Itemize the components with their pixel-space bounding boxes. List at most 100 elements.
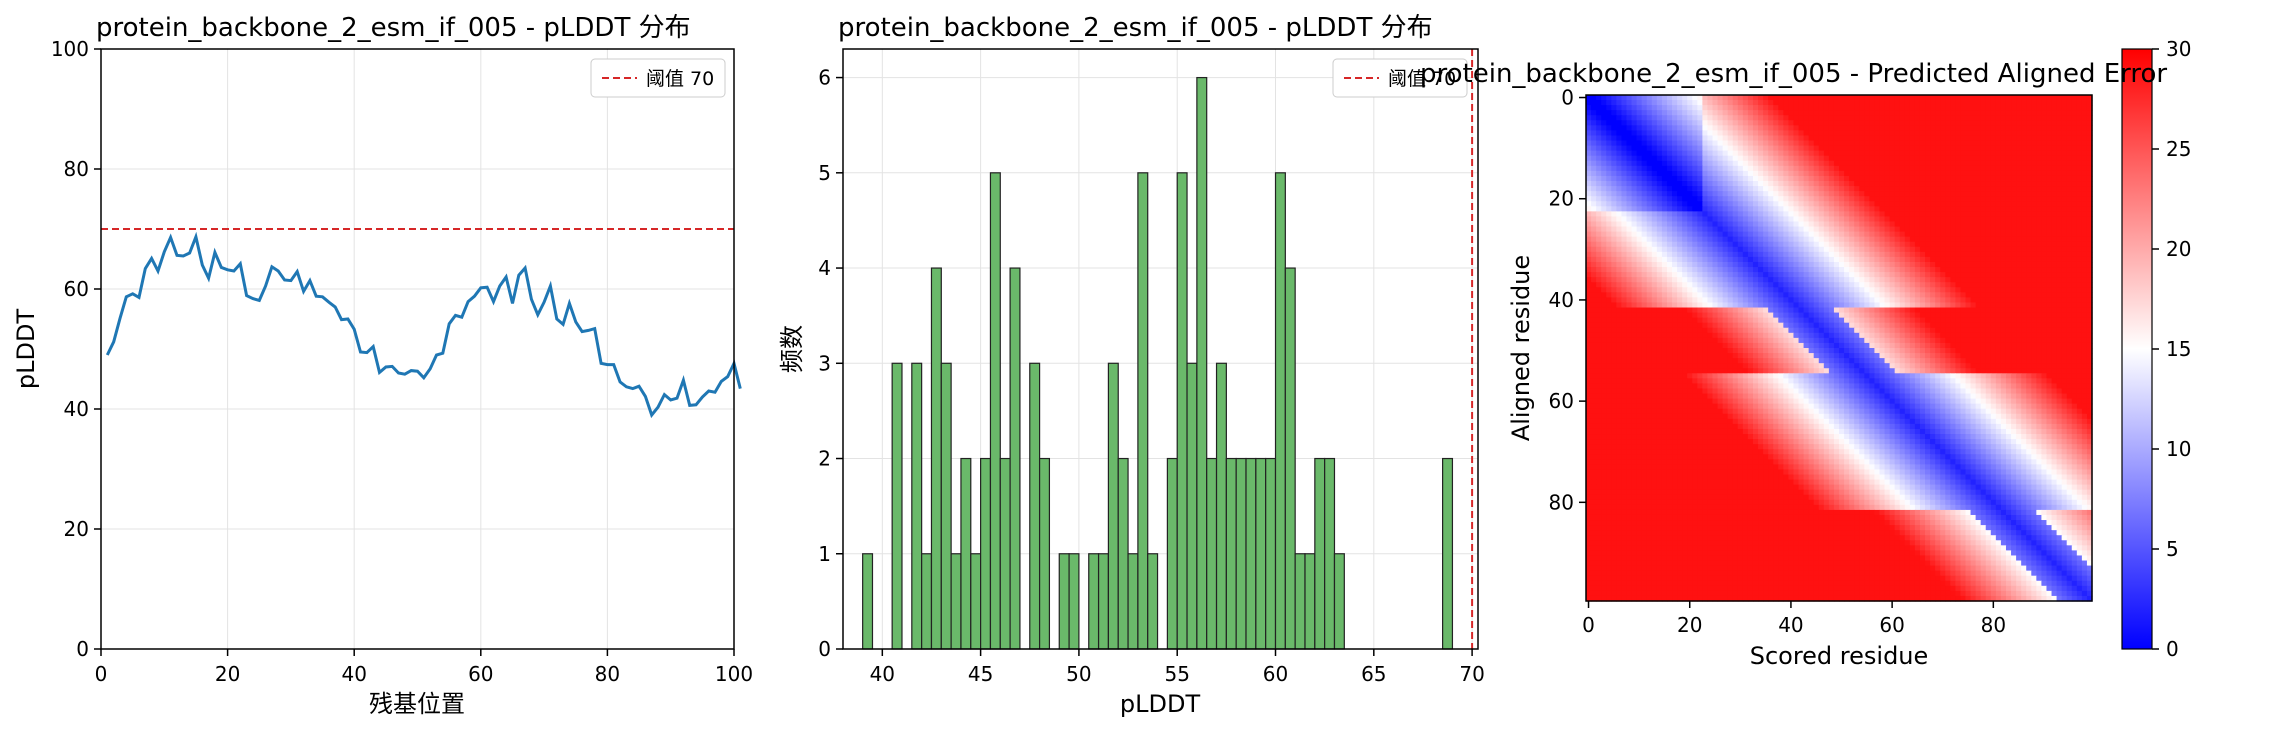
pae-cell — [1920, 211, 1926, 217]
pae-cell — [2041, 176, 2047, 182]
pae-cell — [1616, 338, 1622, 344]
pae-cell — [2072, 125, 2078, 131]
pae-cell — [1596, 196, 1602, 202]
pae-cell — [1662, 272, 1668, 278]
pae-cell — [1672, 196, 1678, 202]
pae-cell — [1778, 257, 1784, 263]
pae-cell — [1773, 282, 1779, 288]
pae-cell — [1621, 313, 1627, 319]
pae-cell — [1652, 161, 1658, 167]
pae-cell — [1910, 333, 1916, 339]
pae-cell — [1981, 201, 1987, 207]
pae-cell — [1971, 125, 1977, 131]
pae-cell — [2046, 262, 2052, 268]
pae-cell — [1854, 196, 1860, 202]
pae-cell — [1976, 272, 1982, 278]
pae-cell — [1890, 141, 1896, 147]
pae-cell — [1981, 176, 1987, 182]
pae-cell — [2036, 287, 2042, 293]
pae-cell — [1945, 297, 1951, 303]
pae-cell — [1702, 181, 1708, 187]
pae-cell — [2062, 282, 2068, 288]
pae-cell — [1652, 222, 1658, 228]
pae-cell — [1647, 191, 1653, 197]
pae-cell — [2077, 201, 2083, 207]
pae-cell — [1925, 196, 1931, 202]
pae-cell — [2082, 252, 2088, 258]
pae-cell — [1824, 181, 1830, 187]
pae-cell — [1804, 191, 1810, 197]
pae-cell — [1804, 232, 1810, 238]
pae-cell — [1829, 252, 1835, 258]
pae-cell — [1713, 308, 1719, 314]
pae-cell — [1783, 313, 1789, 319]
pae-cell — [1809, 216, 1815, 222]
pae-cell — [2052, 302, 2058, 308]
pae-cell — [2041, 130, 2047, 136]
pae-cell — [1763, 247, 1769, 253]
pae-cell — [1900, 191, 1906, 197]
pae-cell — [1809, 201, 1815, 207]
pae-cell — [1986, 333, 1992, 339]
pae-cell — [1981, 297, 1987, 303]
pae-cell — [1606, 262, 1612, 268]
pae-cell — [1723, 206, 1729, 212]
pae-cell — [1981, 277, 1987, 283]
pae-cell — [2082, 302, 2088, 308]
pae-cell — [1910, 323, 1916, 329]
pae-cell — [2072, 161, 2078, 167]
pae-cell — [1960, 267, 1966, 273]
pae-cell — [2052, 328, 2058, 334]
pae-cell — [1616, 120, 1622, 126]
pae-cell — [1864, 222, 1870, 228]
pae-cell — [1869, 161, 1875, 167]
pae-cell — [2006, 166, 2012, 172]
pae-cell — [1778, 156, 1784, 162]
pae-cell — [2001, 206, 2007, 212]
pae-cell — [1930, 211, 1936, 217]
pae-cell — [1890, 156, 1896, 162]
pae-cell — [1783, 272, 1789, 278]
pae-cell — [1874, 191, 1880, 197]
hist-bar — [1089, 554, 1099, 649]
pae-cell — [1804, 318, 1810, 324]
pae-cell — [1976, 130, 1982, 136]
pae-cell — [1879, 333, 1885, 339]
pae-cell — [1824, 252, 1830, 258]
pae-cell — [1758, 156, 1764, 162]
pae-cell — [2031, 156, 2037, 162]
pae-cell — [1996, 297, 2002, 303]
pae-cell — [1647, 141, 1653, 147]
pae-cell — [1824, 277, 1830, 283]
pae-cell — [1996, 151, 2002, 157]
pae-cell — [1713, 267, 1719, 273]
hist-bar — [912, 363, 922, 649]
pae-cell — [1753, 196, 1759, 202]
pae-cell — [2006, 323, 2012, 329]
pae-cell — [1788, 181, 1794, 187]
pae-cell — [1632, 151, 1638, 157]
pae-cell — [1834, 171, 1840, 177]
pae-cell — [1702, 237, 1708, 243]
pae-cell — [1591, 135, 1597, 141]
pae-cell — [1991, 110, 1997, 116]
pae-cell — [1849, 120, 1855, 126]
pae-cell — [2006, 171, 2012, 177]
pae-cell — [1702, 211, 1708, 217]
pae-cell — [1900, 247, 1906, 253]
pae-cell — [1616, 156, 1622, 162]
pae-cell — [2031, 211, 2037, 217]
pae-cell — [1940, 130, 1946, 136]
pae-cell — [2021, 267, 2027, 273]
pae-cell — [2062, 156, 2068, 162]
pae-cell — [2057, 186, 2063, 192]
pae-cell — [2031, 313, 2037, 319]
pae-cell — [1697, 297, 1703, 303]
pae-cell — [2036, 328, 2042, 334]
pae-cell — [1915, 292, 1921, 298]
pae-cell — [1915, 166, 1921, 172]
pae-cell — [1910, 227, 1916, 233]
pae-cell — [1814, 297, 1820, 303]
pae-cell — [1804, 166, 1810, 172]
pae-cell — [1743, 201, 1749, 207]
